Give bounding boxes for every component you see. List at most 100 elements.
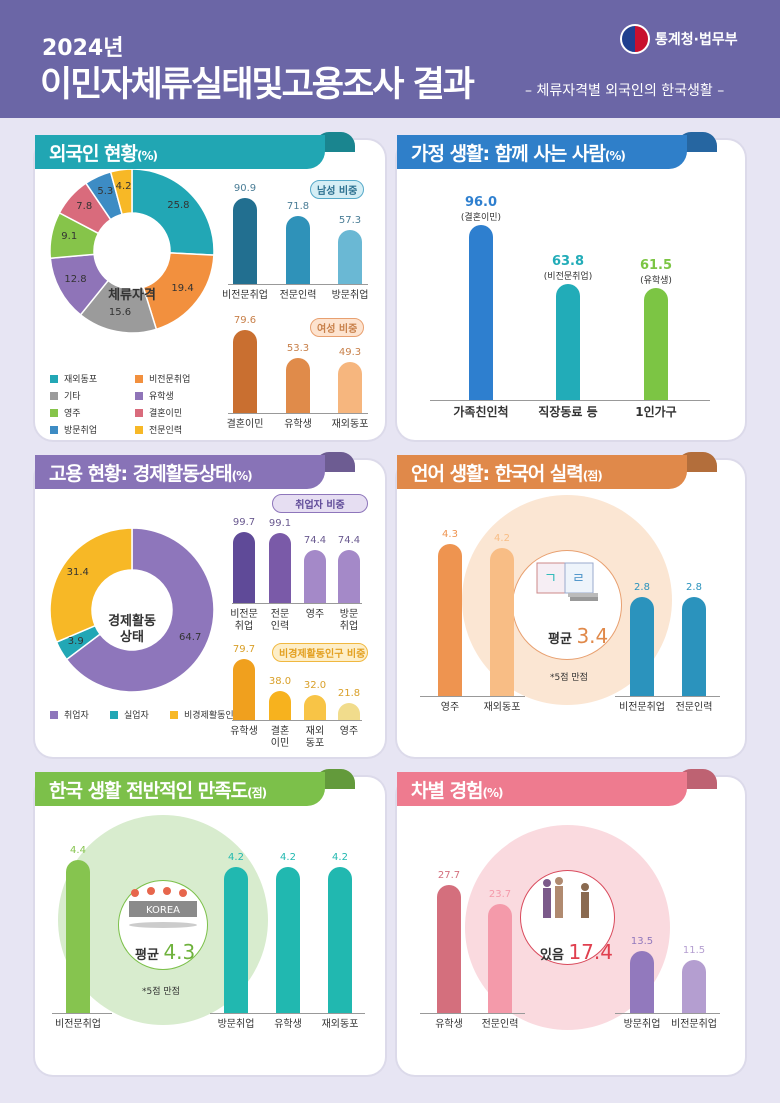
chart-baseline: [228, 284, 368, 285]
tab-fold: [315, 769, 355, 789]
bar-value-label: 32.0: [303, 680, 327, 692]
bar: [304, 695, 326, 720]
bar: [338, 703, 360, 720]
bar: [556, 283, 580, 400]
pie-legend: 재외동포 비전문취업 기타 유학생 영주 결혼이민 방문취업 전문인력: [50, 372, 220, 436]
slice-value-label: 4.2: [115, 180, 132, 192]
bar-value-label: 4.3: [442, 529, 458, 541]
legend-label: 재외동포: [64, 375, 98, 385]
discrimination-circle: [520, 870, 615, 965]
legend-item: 재외동포: [50, 372, 135, 385]
panel-title: 차별 경험(%): [397, 772, 687, 806]
panel-title: 가정 생활: 함께 사는 사람(%): [397, 135, 687, 169]
bar-category-label: 유학생: [274, 1019, 302, 1030]
bar: [269, 532, 291, 603]
slice-value-label: 64.7: [179, 631, 202, 643]
bar-value-label: 21.8: [337, 688, 361, 700]
legend-label: 영주: [64, 409, 81, 419]
chart-baseline: [615, 1013, 720, 1014]
legend-swatch: [135, 408, 143, 417]
slice-value-label: 15.6: [108, 306, 132, 318]
bar-category-label: 전문인력: [279, 290, 317, 301]
chart-baseline: [52, 1013, 112, 1014]
bar: [276, 866, 300, 1013]
bar-value-label: 4.2: [280, 851, 296, 863]
bar-sublabel: (비전문취업): [543, 271, 593, 282]
bar-value-label: 57.3: [338, 214, 362, 226]
bar-value-label: 4.4: [70, 844, 86, 856]
bar: [338, 361, 362, 413]
satisfaction-note: *5점 만점: [142, 987, 180, 997]
chart-baseline: [232, 603, 362, 604]
bar-value-label: 74.4: [303, 535, 327, 547]
legend-swatch: [50, 408, 58, 417]
bar-category-label: 비전문취업: [222, 290, 268, 301]
panel-title-text: 차별 경험: [411, 780, 484, 802]
bar: [233, 532, 255, 603]
panel-title: 고용 현황: 경제활동상태(%): [35, 455, 325, 489]
bar-value-label: 4.2: [228, 851, 244, 863]
panel-title: 한국 생활 전반적인 만족도(점): [35, 772, 325, 806]
bar: [682, 959, 706, 1013]
bar: [488, 903, 512, 1013]
bar: [304, 550, 326, 603]
legend-item: 방문취업: [50, 423, 135, 436]
average-value: 4.3: [163, 940, 196, 964]
bar-category-label: 방문취업: [331, 290, 369, 301]
bar-category-label: 재외동포: [331, 419, 369, 430]
bar: [224, 866, 248, 1013]
panel-title-text: 언어 생활: 한국어 실력: [411, 463, 584, 485]
badge-inactive-share: 비경제활동인구 비중: [272, 643, 368, 662]
slice-value-label: 12.8: [64, 274, 87, 286]
average-value: 3.4: [576, 624, 609, 648]
chart-baseline: [420, 1013, 525, 1014]
slice-value-label: 9.1: [61, 231, 78, 243]
panel-title-unit: (%): [482, 786, 504, 800]
language-note: *5점 만점: [550, 673, 588, 683]
chart-baseline: [232, 720, 362, 721]
panel-title-unit: (%): [231, 469, 253, 483]
bar-value-label: 23.7: [488, 888, 512, 900]
bar-category-label: 유학생: [435, 1019, 463, 1030]
legend-item: 결혼이민: [135, 406, 220, 419]
chart-baseline: [210, 1013, 365, 1014]
panel-title-text: 한국 생활 전반적인 만족도: [49, 780, 248, 802]
bar-category-label: 전문인력: [675, 702, 713, 713]
bar-value-label: 99.7: [232, 517, 256, 529]
badge-male-share: 남성 비중: [310, 180, 365, 199]
bar-category-label: 비전문취업: [671, 1019, 717, 1030]
tab-fold: [315, 452, 355, 472]
legend-item: 전문인력: [135, 423, 220, 436]
legend-swatch: [135, 391, 143, 400]
agency-logo: 통계청·법무부: [620, 24, 738, 54]
bar-category-label: 방문취업: [217, 1019, 255, 1030]
chart-baseline: [615, 696, 720, 697]
bar-category-label: 재외동포: [321, 1019, 359, 1030]
bar-category-label: 비전문취업: [619, 702, 665, 713]
legend-label: 실업자: [124, 711, 149, 721]
bar: [66, 859, 90, 1013]
bar: [469, 225, 493, 400]
bar: [328, 866, 352, 1013]
bar-category-label: 직장동료 등: [538, 405, 598, 419]
average-label: 평균: [135, 948, 159, 963]
panel-title-unit: (점): [247, 786, 267, 800]
bar-value-label: 27.7: [437, 870, 461, 882]
korea-crowd-icon: KOREA: [129, 887, 197, 928]
bar: [490, 547, 514, 696]
header: 2024년 이민자체류실태및고용조사 결과 – 체류자격별 외국인의 한국생활 …: [0, 0, 780, 118]
slice-value-label: 19.4: [171, 283, 194, 295]
tab-fold: [315, 132, 355, 152]
legend-item: 유학생: [135, 389, 220, 402]
bar-category-label: 1인가구: [635, 405, 677, 419]
bar: [338, 550, 360, 603]
header-year: 2024년: [42, 36, 124, 61]
legend-swatch: [50, 391, 58, 400]
bar-category-label: 영주: [305, 609, 325, 620]
bar-value-label: 2.8: [686, 582, 702, 594]
legend-label: 유학생: [149, 392, 174, 402]
bar: [233, 197, 257, 284]
legend-label: 전문인력: [149, 426, 183, 436]
bar-value-label: 79.7: [232, 643, 256, 655]
